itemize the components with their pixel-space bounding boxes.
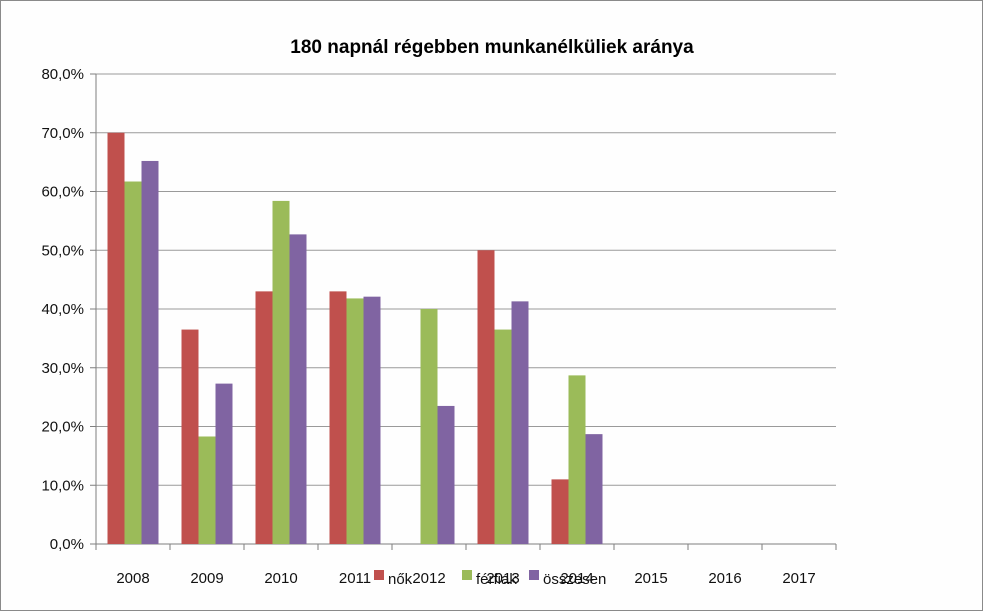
- y-tick-labels: 0,0% 10,0% 20,0% 30,0% 40,0% 50,0% 60,0% 70,0% 8…: [41, 66, 84, 553]
- x-tick-label: 2017: [782, 570, 815, 587]
- x-tick-label: 2012: [412, 570, 445, 587]
- legend-label: férfiak: [476, 571, 517, 588]
- y-tick-label: 30,0%: [41, 360, 84, 377]
- bar-nők-2014: [551, 479, 569, 544]
- legend-swatch-összesen: [529, 570, 539, 580]
- legend: nők férfiak összesen: [374, 570, 606, 588]
- bar-nők-2013: [477, 250, 495, 544]
- y-tick-label: 50,0%: [41, 242, 84, 259]
- x-tick-label: 2015: [634, 570, 667, 587]
- bar-férfiak-2013: [494, 329, 512, 544]
- bar-férfiak-2010: [272, 200, 290, 544]
- bar-férfiak-2014: [568, 375, 586, 544]
- x-tick-label: 2008: [116, 570, 149, 587]
- bar-összesen-2008: [141, 160, 159, 544]
- legend-label: nők: [388, 571, 413, 588]
- bar-nők-2010: [255, 291, 273, 544]
- x-tick-label: 2011: [339, 570, 371, 587]
- bar-nők-2009: [181, 329, 199, 544]
- y-tick-label: 0,0%: [50, 536, 84, 553]
- chart-title: 180 napnál régebben munkanélküliek arány…: [290, 37, 694, 58]
- legend-swatch-férfiak: [462, 570, 472, 580]
- y-tick-label: 40,0%: [41, 301, 84, 318]
- bar-összesen-2013: [511, 301, 529, 544]
- bar-összesen-2014: [585, 434, 603, 544]
- legend-label: összesen: [543, 571, 606, 588]
- bar-összesen-2012: [437, 405, 455, 544]
- x-tick-label: 2014: [560, 570, 593, 587]
- x-tick-label: 2013: [486, 570, 519, 587]
- bar-összesen-2011: [363, 296, 381, 544]
- x-tick-label: 2010: [264, 570, 297, 587]
- bar-férfiak-2012: [420, 309, 438, 544]
- legend-swatch-nők: [374, 570, 384, 580]
- bar-férfiak-2008: [124, 181, 142, 544]
- bar-férfiak-2009: [198, 436, 216, 544]
- bars: [107, 132, 603, 544]
- x-tick-labels: 2008 2009 2010 2011 2012 2013 2014 2015 2016 2017: [116, 570, 815, 587]
- y-tick-label: 10,0%: [41, 477, 84, 494]
- gridlines: [96, 73, 836, 486]
- x-tick-label: 2009: [190, 570, 223, 587]
- y-tick-label: 70,0%: [41, 125, 84, 142]
- bar-összesen-2009: [215, 383, 233, 544]
- y-tick-label: 80,0%: [41, 66, 84, 83]
- bar-összesen-2010: [289, 234, 307, 544]
- bar-férfiak-2011: [346, 298, 364, 544]
- y-tick-label: 20,0%: [41, 419, 84, 436]
- bar-nők-2011: [329, 291, 347, 544]
- x-tick-label: 2016: [708, 570, 741, 587]
- bar-nők-2008: [107, 132, 125, 544]
- y-tick-label: 60,0%: [41, 184, 84, 201]
